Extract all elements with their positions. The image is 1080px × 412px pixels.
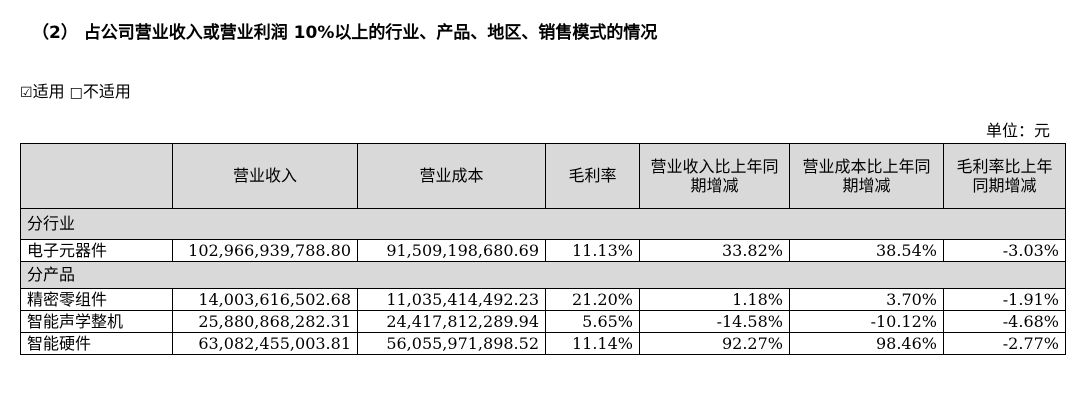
table-cell: -14.58% [639, 310, 790, 333]
table-cell: 24,417,812,289.94 [357, 310, 546, 333]
table-cell: 3.70% [789, 288, 944, 311]
table-cell: -2.77% [943, 332, 1066, 355]
row-label: 精密零组件 [20, 288, 173, 311]
section-title: 分行业 [20, 208, 1066, 240]
header-cell: 毛利率比上年同期增减 [943, 143, 1066, 209]
table-cell: 14,003,616,502.68 [172, 288, 358, 311]
row-label: 智能硬件 [20, 332, 173, 355]
table-header-row: 营业收入 营业成本 毛利率 营业收入比上年同期增减 营业成本比上年同期增减 毛利… [20, 143, 1066, 209]
table-cell: 21.20% [545, 288, 640, 311]
section-heading: （2） 占公司营业收入或营业利润 10%以上的行业、产品、地区、销售模式的情况 [32, 23, 658, 43]
table-cell: -4.68% [943, 310, 1066, 333]
header-cell: 营业成本比上年同期增减 [789, 143, 944, 209]
table-cell: 63,082,455,003.81 [172, 332, 358, 355]
section-row: 分行业 [20, 208, 1066, 240]
table-cell: 98.46% [789, 332, 944, 355]
table-cell: 56,055,971,898.52 [357, 332, 546, 355]
table-cell: 33.82% [639, 239, 790, 262]
table-cell: 102,966,939,788.80 [172, 239, 358, 262]
table-cell: -3.03% [943, 239, 1066, 262]
table-cell: 11.13% [545, 239, 640, 262]
section-title: 分产品 [20, 261, 1066, 289]
table-cell: 25,880,868,282.31 [172, 310, 358, 333]
revenue-breakdown-table: 营业收入 营业成本 毛利率 营业收入比上年同期增减 营业成本比上年同期增减 毛利… [20, 143, 1066, 355]
table-row: 精密零组件 14,003,616,502.68 11,035,414,492.2… [20, 288, 1066, 311]
table-cell: 11,035,414,492.23 [357, 288, 546, 311]
table-row: 智能硬件 63,082,455,003.81 56,055,971,898.52… [20, 332, 1066, 355]
table-cell: 92.27% [639, 332, 790, 355]
table-cell: 5.65% [545, 310, 640, 333]
table-row: 电子元器件 102,966,939,788.80 91,509,198,680.… [20, 239, 1066, 262]
applicability-options: ☑适用 □不适用 [20, 78, 131, 102]
header-cell: 毛利率 [545, 143, 640, 209]
row-label: 电子元器件 [20, 239, 173, 262]
header-cell [20, 143, 173, 209]
checked-checkbox-icon: ☑ [20, 85, 33, 101]
applicable-label: 适用 [32, 82, 65, 101]
table-cell: 1.18% [639, 288, 790, 311]
table-cell: -10.12% [789, 310, 944, 333]
section-row: 分产品 [20, 261, 1066, 289]
header-cell: 营业收入 [172, 143, 358, 209]
table-cell: 38.54% [789, 239, 944, 262]
table-row: 智能声学整机 25,880,868,282.31 24,417,812,289.… [20, 310, 1066, 333]
unchecked-checkbox-icon: □ [69, 85, 83, 101]
not-applicable-label: 不适用 [82, 82, 131, 101]
table-cell: 11.14% [545, 332, 640, 355]
row-label: 智能声学整机 [20, 310, 173, 333]
table-cell: -1.91% [943, 288, 1066, 311]
header-cell: 营业成本 [357, 143, 546, 209]
header-cell: 营业收入比上年同期增减 [639, 143, 790, 209]
table-cell: 91,509,198,680.69 [357, 239, 546, 262]
unit-label: 单位：元 [985, 121, 1050, 140]
